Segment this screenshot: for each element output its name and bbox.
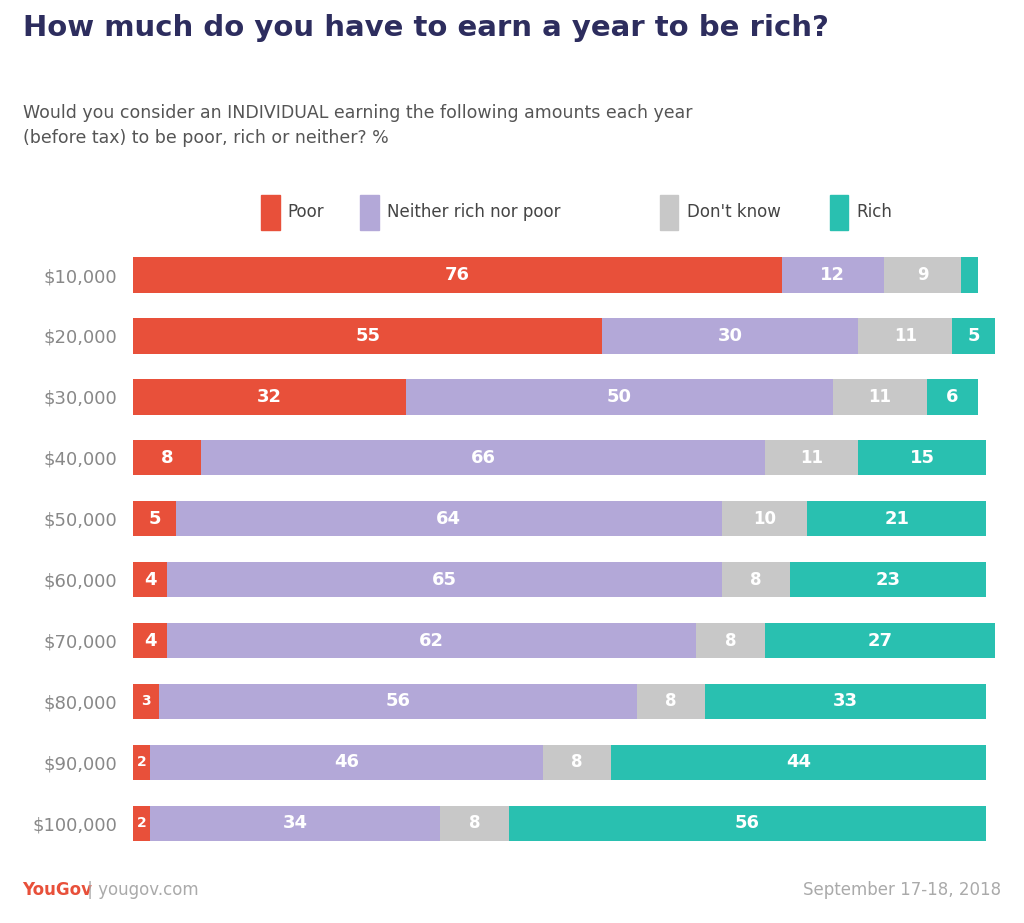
Text: Neither rich nor poor: Neither rich nor poor <box>387 203 560 222</box>
Bar <box>833 379 927 414</box>
Text: 27: 27 <box>867 631 892 650</box>
Bar <box>884 258 961 293</box>
Text: 50: 50 <box>607 388 632 406</box>
Text: 33: 33 <box>834 692 858 711</box>
Text: 8: 8 <box>665 692 677 711</box>
Bar <box>781 258 884 293</box>
Text: 9: 9 <box>916 266 929 284</box>
Bar <box>151 745 543 780</box>
Bar <box>765 440 858 475</box>
Bar <box>858 440 986 475</box>
Text: 10: 10 <box>753 509 776 528</box>
Bar <box>660 195 679 231</box>
Bar <box>440 806 509 841</box>
Bar <box>637 684 705 719</box>
Text: 5: 5 <box>968 327 980 345</box>
Bar <box>133 562 167 597</box>
Bar <box>791 562 986 597</box>
Bar <box>952 318 995 354</box>
Text: 46: 46 <box>334 753 359 772</box>
Text: 76: 76 <box>444 266 470 284</box>
Bar <box>133 379 407 414</box>
Bar <box>705 684 986 719</box>
Bar <box>133 318 602 354</box>
Text: 56: 56 <box>735 814 760 833</box>
Bar <box>176 501 722 536</box>
Bar <box>202 440 765 475</box>
Bar <box>696 623 765 658</box>
Text: 62: 62 <box>419 631 444 650</box>
Bar <box>543 745 611 780</box>
Bar <box>159 684 637 719</box>
Text: 30: 30 <box>718 327 743 345</box>
Text: 11: 11 <box>894 327 916 345</box>
Text: 66: 66 <box>470 449 496 467</box>
Text: Would you consider an INDIVIDUAL earning the following amounts each year
(before: Would you consider an INDIVIDUAL earning… <box>23 104 692 148</box>
Text: 8: 8 <box>725 631 736 650</box>
Text: 15: 15 <box>910 449 935 467</box>
Bar <box>722 562 791 597</box>
Text: 44: 44 <box>786 753 811 772</box>
Bar <box>509 806 986 841</box>
Text: 2: 2 <box>137 755 146 770</box>
Bar <box>927 379 978 414</box>
Text: 4: 4 <box>144 631 157 650</box>
Bar <box>133 623 167 658</box>
Bar <box>829 195 848 231</box>
Text: 8: 8 <box>161 449 173 467</box>
Bar <box>151 806 440 841</box>
Bar <box>858 318 952 354</box>
Text: 8: 8 <box>469 814 480 833</box>
Bar <box>261 195 280 231</box>
Text: 23: 23 <box>876 570 901 589</box>
Bar <box>133 501 176 536</box>
Text: 65: 65 <box>432 570 457 589</box>
Text: YouGov: YouGov <box>23 881 92 899</box>
Bar <box>167 623 696 658</box>
Bar <box>611 745 986 780</box>
Text: 4: 4 <box>144 570 157 589</box>
Text: | yougov.com: | yougov.com <box>82 881 199 899</box>
Text: 11: 11 <box>868 388 891 406</box>
Text: 8: 8 <box>751 570 762 589</box>
Text: 34: 34 <box>283 814 308 833</box>
Bar <box>765 623 995 658</box>
Bar <box>133 440 202 475</box>
Text: Don't know: Don't know <box>687 203 780 222</box>
Text: 56: 56 <box>385 692 411 711</box>
Text: 3: 3 <box>141 694 151 709</box>
Bar <box>360 195 379 231</box>
Text: 12: 12 <box>820 266 846 284</box>
Bar <box>407 379 833 414</box>
Bar <box>167 562 722 597</box>
Text: 2: 2 <box>137 816 146 831</box>
Bar <box>133 806 151 841</box>
Text: 64: 64 <box>436 509 462 528</box>
Bar <box>133 684 159 719</box>
Text: How much do you have to earn a year to be rich?: How much do you have to earn a year to b… <box>23 15 828 42</box>
Bar <box>722 501 807 536</box>
Bar <box>133 745 151 780</box>
Bar <box>602 318 858 354</box>
Text: 5: 5 <box>148 509 161 528</box>
Bar <box>807 501 986 536</box>
Text: Poor: Poor <box>288 203 325 222</box>
Bar <box>133 258 781 293</box>
Text: 55: 55 <box>355 327 380 345</box>
Text: 21: 21 <box>885 509 909 528</box>
Text: Rich: Rich <box>856 203 893 222</box>
Text: September 17-18, 2018: September 17-18, 2018 <box>804 881 1001 899</box>
Text: 8: 8 <box>571 753 583 772</box>
Text: 11: 11 <box>800 449 823 467</box>
Text: 32: 32 <box>257 388 283 406</box>
Bar <box>961 258 978 293</box>
Text: 6: 6 <box>946 388 958 406</box>
